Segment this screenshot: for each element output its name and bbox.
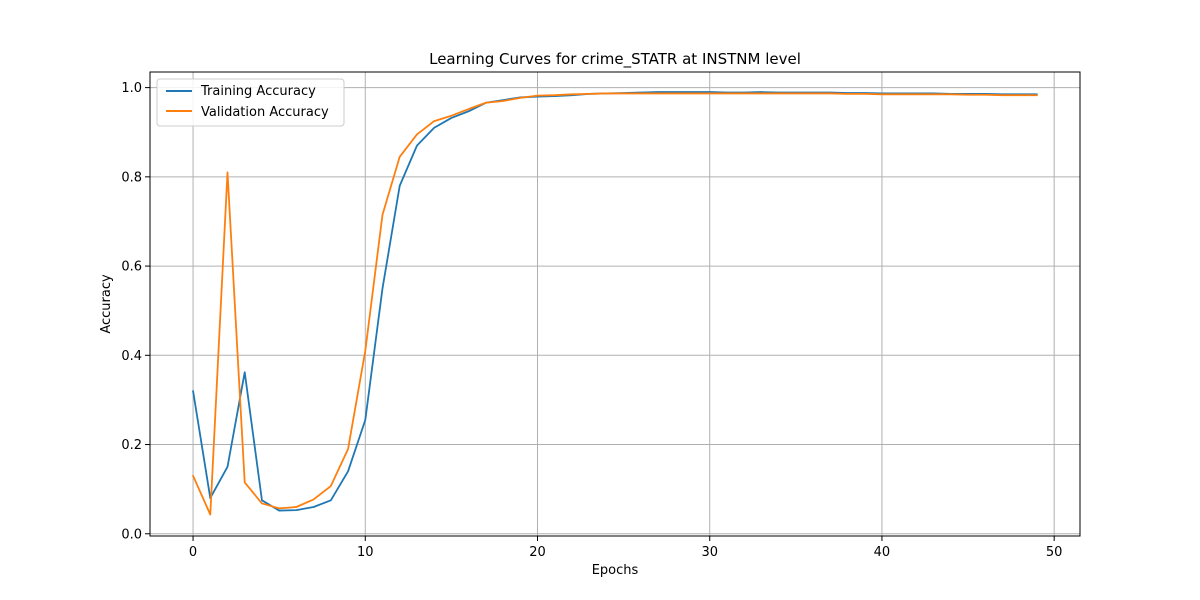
plot-frame	[149, 71, 1081, 537]
y-tick-label: 0.8	[121, 170, 142, 185]
legend-label-validation: Validation Accuracy	[201, 105, 329, 120]
y-tick-label: 0.0	[121, 527, 142, 542]
y-tick-label: 0.2	[121, 438, 142, 453]
legend: Training Accuracy Validation Accuracy	[156, 78, 345, 127]
y-tick-label: 0.4	[121, 349, 142, 364]
y-tick-label: 0.6	[121, 260, 142, 275]
series-lines	[192, 91, 1038, 516]
y-axis-ticks: 0.0 0.2 0.4 0.6 0.8 1.0	[121, 81, 150, 542]
x-tick-label: 30	[701, 545, 718, 560]
x-tick-label: 10	[357, 545, 374, 560]
legend-label-training: Training Accuracy	[200, 84, 316, 99]
x-tick-label: 20	[529, 545, 546, 560]
x-tick-label: 0	[189, 545, 197, 560]
x-tick-label: 50	[1046, 545, 1063, 560]
chart-title: Learning Curves for crime_STATR at INSTN…	[429, 50, 801, 69]
legend-box	[156, 78, 345, 127]
y-tick-label: 1.0	[121, 81, 142, 96]
validation-accuracy-line	[192, 92, 1038, 516]
y-axis-label: Accuracy	[99, 274, 114, 334]
grid	[150, 72, 1080, 536]
x-axis-label: Epochs	[592, 563, 639, 578]
x-axis-ticks: 0 10 20 30 40 50	[189, 536, 1063, 560]
x-tick-label: 40	[874, 545, 891, 560]
plot-area	[150, 72, 1080, 536]
